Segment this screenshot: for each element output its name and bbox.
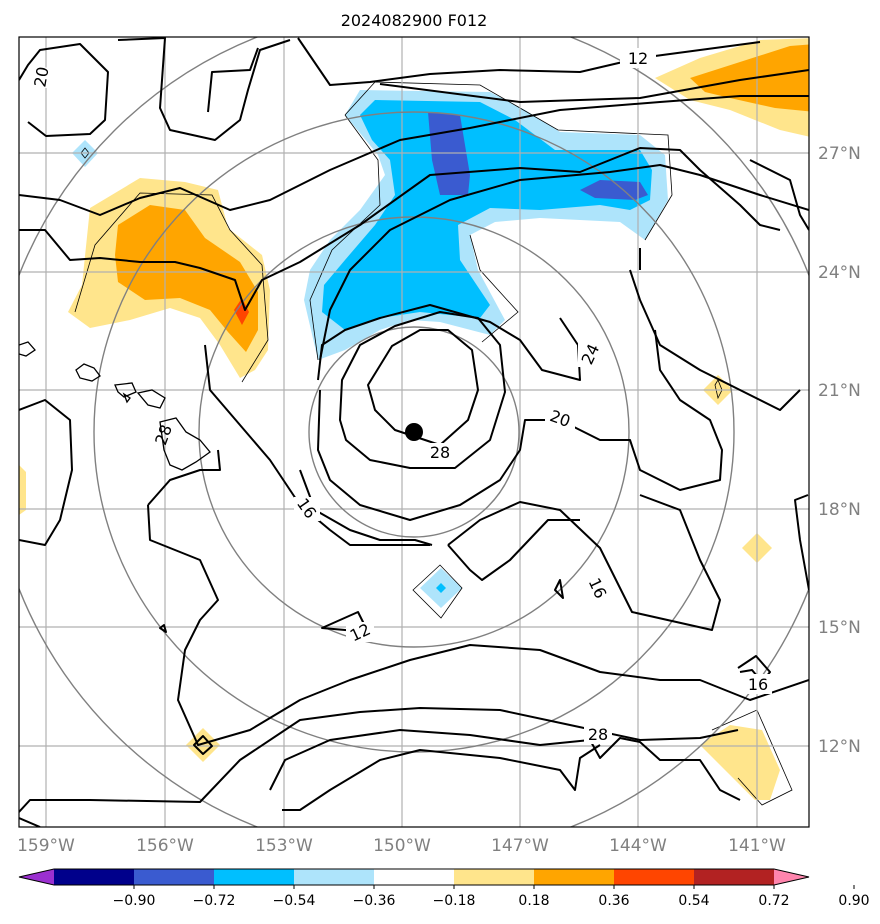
coastlines xyxy=(19,341,211,471)
island-kauai xyxy=(75,363,101,382)
lat-label: 21°N xyxy=(818,381,861,401)
lat-label: 15°N xyxy=(818,618,861,638)
colorbar-tick-label: −0.90 xyxy=(113,893,156,909)
colorbar-tick-label: −0.72 xyxy=(193,893,236,909)
fill-yellow-edge-w xyxy=(19,465,26,515)
contour-label: 16 xyxy=(748,675,768,694)
storm-center-dot xyxy=(405,423,423,441)
contour-label: 20 xyxy=(30,65,52,88)
colorbar-segment xyxy=(694,869,775,885)
colorbar: −0.90 −0.72 −0.54 −0.36 −0.18 0.18 0.36 0.54 0.7… xyxy=(18,868,870,909)
colorbar-extend-low xyxy=(19,869,54,885)
lat-label: 18°N xyxy=(818,500,861,520)
island-maui-group xyxy=(136,389,166,409)
lon-label: 159°W xyxy=(17,836,75,856)
plot-frame xyxy=(18,36,810,828)
contour-label: 12 xyxy=(628,49,648,68)
lon-label: 156°W xyxy=(136,836,194,856)
map-title: 2024082900 F012 xyxy=(341,11,488,30)
colorbar-segment xyxy=(614,869,695,885)
lon-label: 141°W xyxy=(728,836,786,856)
colorbar-segment xyxy=(534,869,615,885)
lat-label: 24°N xyxy=(818,263,861,283)
longitude-labels: 159°W 156°W 153°W 150°W 147°W 144°W 141°… xyxy=(17,836,786,856)
contour-label: 28 xyxy=(151,422,176,448)
colorbar-tick-label: 0.72 xyxy=(758,893,789,909)
colorbar-segment xyxy=(134,869,215,885)
colorbar-segment xyxy=(214,869,295,885)
fill-orange-region-nw xyxy=(115,205,258,352)
colorbar-tick-label: 0.36 xyxy=(598,893,629,909)
lat-label: 27°N xyxy=(818,144,861,164)
contour-label: 28 xyxy=(430,443,450,462)
lon-label: 144°W xyxy=(609,836,667,856)
island-molokai xyxy=(122,392,131,404)
contour-labels: 12 20 24 20 28 16 16 12 16 28 28 xyxy=(27,48,772,744)
colorbar-tick-label: −0.18 xyxy=(433,893,476,909)
island-oahu xyxy=(114,382,137,398)
contour-label: 28 xyxy=(588,725,608,744)
colorbar-outline xyxy=(18,868,810,886)
lat-label: 12°N xyxy=(818,737,861,757)
colorbar-tick-label: 0.90 xyxy=(838,893,869,909)
fill-tiny-blue-core xyxy=(436,583,446,593)
plot-area: 12 20 24 20 28 16 16 12 16 28 28 xyxy=(19,37,809,827)
fill-red-spot-nw xyxy=(234,298,249,325)
colorbar-tick-label: 0.18 xyxy=(518,893,549,909)
fill-royal-blue-blob xyxy=(580,180,648,200)
anomaly-fills xyxy=(19,38,809,800)
latitude-labels: 27°N 24°N 21°N 18°N 15°N 12°N xyxy=(818,144,861,757)
colorbar-tick-label: −0.54 xyxy=(273,893,316,909)
colorbar-tick-label: 0.54 xyxy=(678,893,709,909)
fill-yellow-region-se xyxy=(700,725,780,800)
colorbar-tick-label: −0.36 xyxy=(353,893,396,909)
colorbar-segment xyxy=(54,869,135,885)
colorbar-segment xyxy=(454,869,535,885)
lon-label: 150°W xyxy=(373,836,431,856)
lon-label: 153°W xyxy=(255,836,313,856)
colorbar-segment xyxy=(374,869,455,885)
colorbar-segment xyxy=(294,869,375,885)
fill-yellow-diamond-sw xyxy=(186,728,220,762)
lon-label: 147°W xyxy=(491,836,549,856)
island-big-island xyxy=(159,417,211,471)
colorbar-extend-high xyxy=(774,869,809,885)
